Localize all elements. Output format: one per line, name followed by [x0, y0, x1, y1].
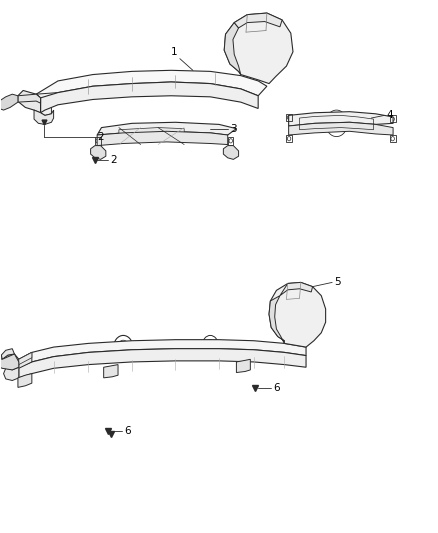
Polygon shape — [224, 13, 293, 84]
Polygon shape — [0, 355, 6, 368]
Polygon shape — [280, 282, 313, 296]
Polygon shape — [97, 122, 237, 135]
Polygon shape — [34, 110, 53, 124]
Polygon shape — [2, 354, 19, 370]
Text: 2: 2 — [110, 156, 117, 165]
Polygon shape — [224, 22, 241, 75]
Polygon shape — [41, 82, 258, 113]
Polygon shape — [91, 146, 106, 159]
Polygon shape — [119, 127, 184, 139]
Polygon shape — [18, 91, 41, 113]
Polygon shape — [36, 93, 58, 115]
Polygon shape — [19, 340, 306, 367]
Text: 1: 1 — [171, 47, 178, 57]
Polygon shape — [289, 112, 393, 126]
Polygon shape — [97, 131, 228, 146]
Polygon shape — [223, 146, 239, 159]
Polygon shape — [0, 94, 18, 110]
Polygon shape — [19, 352, 32, 365]
Polygon shape — [104, 365, 118, 378]
Polygon shape — [289, 122, 393, 135]
Polygon shape — [269, 282, 325, 347]
Polygon shape — [269, 296, 284, 343]
Polygon shape — [237, 359, 251, 373]
Polygon shape — [0, 354, 19, 370]
Polygon shape — [234, 13, 282, 28]
Polygon shape — [1, 349, 14, 359]
Polygon shape — [19, 349, 306, 378]
Polygon shape — [18, 94, 41, 103]
Text: 5: 5 — [334, 277, 341, 287]
Polygon shape — [18, 374, 32, 387]
Polygon shape — [4, 352, 32, 381]
Text: 6: 6 — [124, 426, 131, 436]
Text: 3: 3 — [230, 124, 237, 134]
Text: 6: 6 — [273, 383, 280, 393]
Text: 4: 4 — [387, 110, 393, 120]
Polygon shape — [36, 70, 267, 98]
Text: 2: 2 — [97, 132, 104, 142]
